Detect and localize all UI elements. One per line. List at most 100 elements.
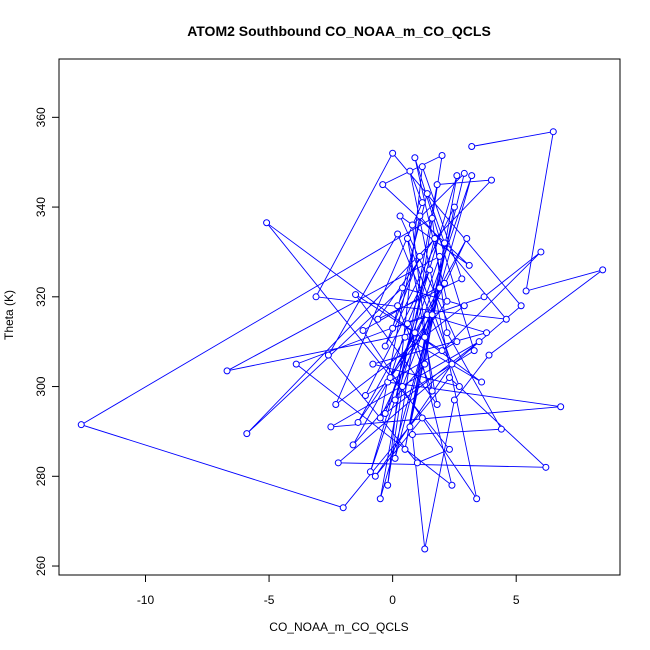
data-point <box>458 275 466 283</box>
data-point <box>418 199 426 207</box>
data-point <box>468 142 476 150</box>
data-point <box>485 351 493 359</box>
data-point <box>522 287 530 295</box>
data-point <box>394 230 402 238</box>
data-point <box>292 360 300 368</box>
data-point <box>473 495 481 503</box>
data-point <box>445 445 453 453</box>
data-point <box>243 430 251 438</box>
data-point <box>339 504 347 512</box>
data-point <box>483 329 491 337</box>
data-point <box>352 291 360 299</box>
y-tick-label: 360 <box>34 107 48 127</box>
data-point <box>334 459 342 467</box>
x-tick-label: -10 <box>137 593 155 607</box>
data-point <box>433 400 441 408</box>
data-point <box>423 190 431 198</box>
data-point <box>379 181 387 189</box>
data-point <box>401 445 409 453</box>
data-point <box>408 431 416 439</box>
data-point <box>384 481 392 489</box>
data-point <box>416 252 424 260</box>
data-point <box>475 338 483 346</box>
data-point <box>361 392 369 400</box>
x-axis-label: CO_NOAA_m_CO_QCLS <box>269 620 408 634</box>
data-point <box>453 338 461 346</box>
data-point <box>374 315 382 323</box>
y-tick-label: 320 <box>34 286 48 306</box>
x-tick-label: 5 <box>513 593 520 607</box>
data-point <box>448 481 456 489</box>
y-tick-label: 280 <box>34 466 48 486</box>
data-point <box>537 248 545 256</box>
plot-frame <box>58 58 621 576</box>
data-point <box>441 239 449 247</box>
data-point <box>455 383 463 391</box>
data-point <box>406 167 414 175</box>
data-point <box>391 454 399 462</box>
data-point <box>381 342 389 350</box>
x-tick-label: 0 <box>389 593 396 607</box>
data-point <box>359 326 367 334</box>
y-tick-label: 340 <box>34 197 48 217</box>
data-point <box>421 545 429 553</box>
data-point <box>327 423 335 431</box>
data-point <box>366 468 374 476</box>
data-point <box>408 221 416 229</box>
data-point <box>450 203 458 211</box>
data-point <box>403 234 411 242</box>
data-point <box>413 459 421 467</box>
data-point <box>480 293 488 301</box>
data-point <box>460 302 468 310</box>
x-tick-label: -5 <box>264 593 275 607</box>
data-point <box>441 279 449 287</box>
data-point <box>438 151 446 159</box>
marker-layer <box>77 128 607 553</box>
y-tick-label: 260 <box>34 556 48 576</box>
data-point <box>394 302 402 310</box>
data-point <box>389 149 397 157</box>
data-point <box>549 128 557 136</box>
data-point <box>428 387 436 395</box>
data-point <box>263 219 271 227</box>
data-point <box>223 367 231 375</box>
data-point <box>401 333 409 341</box>
data-point <box>436 252 444 260</box>
data-point <box>468 172 476 180</box>
data-point <box>389 324 397 332</box>
data-point <box>436 284 444 292</box>
data-point <box>428 311 436 319</box>
data-point <box>421 360 429 368</box>
y-axis-label: Theta (K) <box>2 290 16 340</box>
data-point <box>465 261 473 269</box>
data-point <box>312 293 320 301</box>
data-point <box>433 181 441 189</box>
data-point <box>324 351 332 359</box>
series-layer <box>80 131 603 550</box>
data-point <box>421 333 429 341</box>
data-point <box>443 297 451 305</box>
data-point <box>354 418 362 426</box>
data-point <box>418 414 426 422</box>
data-point <box>443 329 451 337</box>
data-point <box>426 266 434 274</box>
data-point <box>487 176 495 184</box>
data-point <box>497 425 505 433</box>
data-point <box>403 320 411 328</box>
data-point <box>502 315 510 323</box>
data-point <box>445 374 453 382</box>
data-point <box>411 154 419 162</box>
chart-title: ATOM2 Southbound CO_NOAA_m_CO_QCLS <box>187 23 491 39</box>
data-point <box>332 400 340 408</box>
data-point <box>416 212 424 220</box>
data-point <box>411 329 419 337</box>
data-point <box>470 347 478 355</box>
data-point <box>448 360 456 368</box>
data-point <box>599 266 607 274</box>
series-line <box>80 131 603 550</box>
data-point <box>428 214 436 222</box>
data-point <box>542 463 550 471</box>
data-point <box>438 347 446 355</box>
